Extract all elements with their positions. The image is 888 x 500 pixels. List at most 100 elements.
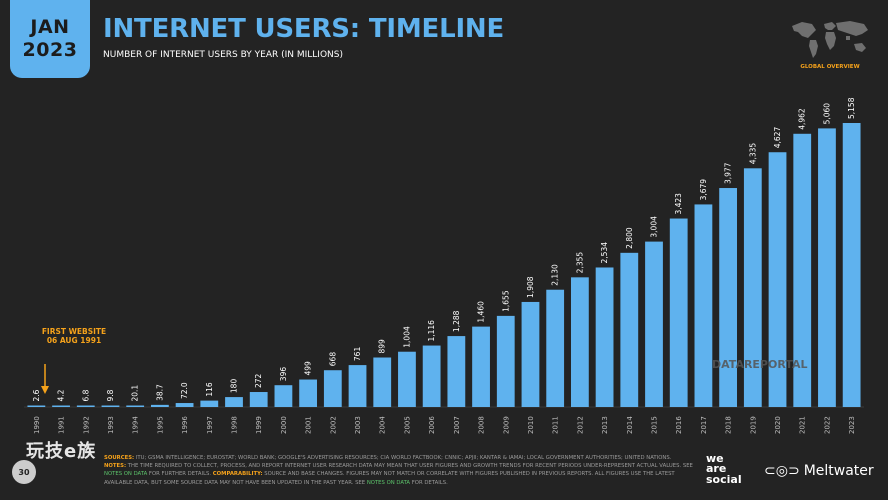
bar-2008 [472,326,490,407]
bar-2018 [719,188,738,407]
bar-2009 [496,315,515,407]
bar-2010 [521,301,540,407]
value-label-2009: 1,655 [501,290,510,312]
annotation-line2: 06 AUG 1991 [46,336,102,346]
value-label-1998: 180 [230,379,239,394]
bar-1994 [126,405,145,407]
comparability-tail: FOR DETAILS. [411,479,448,486]
x-tick-1998: 1998 [231,416,239,434]
page-number: 30 [12,460,36,484]
notes-label: NOTES: [104,463,127,470]
bar-2017 [694,204,713,407]
x-tick-2023: 2023 [848,416,856,434]
x-tick-2013: 2013 [601,416,609,434]
bar-2005 [398,351,416,407]
bar-1996 [175,403,194,407]
x-tick-2016: 2016 [675,416,683,434]
x-tick-2001: 2001 [305,416,313,434]
bar-2013 [595,267,614,407]
bar-2019 [743,168,762,407]
value-label-2020: 4,627 [773,127,782,149]
was-line2: are [706,462,727,476]
x-tick-1997: 1997 [206,416,214,434]
comparability-text: SOURCE AND BASE CHANGES. FIGURES MAY NOT… [104,471,675,486]
comparability-notes-link[interactable]: NOTES ON DATA [366,479,411,486]
value-label-2021: 4,962 [798,108,807,130]
annotation-arrow-head [41,386,49,394]
bar-2014 [620,252,639,407]
annotation-line1: FIRST WEBSITE [41,327,107,336]
value-label-2015: 3,004 [650,216,659,238]
value-label-2003: 761 [353,347,362,362]
bar-1997 [200,400,219,407]
comparability-label: COMPARABILITY: [212,471,263,478]
footer-sources-notes: SOURCES: ITU; GSMA INTELLIGENCE; EUROSTA… [104,454,694,487]
x-tick-2009: 2009 [502,416,510,434]
sources-label: SOURCES: [104,455,135,461]
x-tick-1990: 1990 [33,416,41,434]
meltwater-icon: ⊂◎⊃ [764,463,800,479]
value-label-2011: 2,130 [551,264,560,286]
bar-2001 [299,379,318,407]
meltwater-logo: ⊂◎⊃ Meltwater [764,463,874,479]
x-tick-2007: 2007 [453,416,461,434]
value-label-1999: 272 [254,373,263,388]
value-label-1996: 72.0 [180,382,189,399]
x-tick-2018: 2018 [725,416,733,434]
notes-tail: FOR FURTHER DETAILS. [148,471,212,478]
first-website-annotation: FIRST WEBSITE 06 AUG 1991 [30,327,118,346]
value-label-2023: 5,158 [847,97,856,119]
x-tick-2021: 2021 [799,416,807,434]
value-label-1991: 4.2 [57,389,66,401]
x-tick-2000: 2000 [280,416,288,434]
bar-2023 [842,123,861,407]
page-subtitle: NUMBER OF INTERNET USERS BY YEAR (IN MIL… [103,50,343,60]
world-map-icon [792,21,868,58]
value-label-2019: 4,335 [748,143,757,165]
bar-1993 [101,405,120,407]
notes-on-data-link[interactable]: NOTES ON DATA [104,471,148,478]
meltwater-text: Meltwater [803,463,874,479]
bar-1999 [249,392,268,407]
cn-site-logo: 玩技e族 [26,441,97,462]
value-label-2002: 668 [328,352,337,367]
badge-month: JAN [30,16,70,38]
bar-2011 [546,289,565,407]
sources-text: ITU; GSMA INTELLIGENCE; EUROSTAT; WORLD … [135,455,672,461]
value-label-1992: 6.8 [81,389,90,401]
x-tick-2005: 2005 [403,416,411,434]
value-label-2016: 3,423 [674,193,683,215]
x-tick-2006: 2006 [428,416,436,434]
was-line3: social [706,472,742,486]
bar-1990 [27,405,46,407]
value-label-1994: 20.1 [131,385,140,402]
value-label-1990: 2.6 [32,389,41,401]
value-label-2006: 1,116 [427,320,436,342]
value-label-2000: 396 [279,367,288,382]
bar-2022 [818,128,836,407]
value-label-2013: 2,534 [600,242,609,264]
x-tick-2017: 2017 [700,416,708,434]
value-label-1995: 38.7 [155,384,164,401]
badge-year: 2023 [22,39,78,61]
bar-1995 [150,404,169,407]
value-label-2008: 1,460 [477,301,486,323]
we-are-social-logo: we are social [706,452,742,486]
x-tick-2002: 2002 [329,416,337,434]
value-label-2014: 2,800 [625,227,634,249]
x-tick-1995: 1995 [156,416,164,434]
x-tick-1991: 1991 [58,416,66,434]
bar-2000 [274,385,293,407]
x-tick-2003: 2003 [354,416,362,434]
bar-2006 [422,345,441,407]
x-tick-1994: 1994 [132,416,140,434]
bar-2007 [447,336,466,407]
bar-2015 [645,241,663,407]
x-tick-1999: 1999 [255,416,263,434]
value-label-1997: 116 [205,382,214,397]
value-label-2010: 1,908 [526,276,535,298]
was-line1: we [706,452,724,465]
global-overview-block: GLOBAL OVERVIEW [788,18,872,74]
value-label-2005: 1,004 [402,326,411,348]
